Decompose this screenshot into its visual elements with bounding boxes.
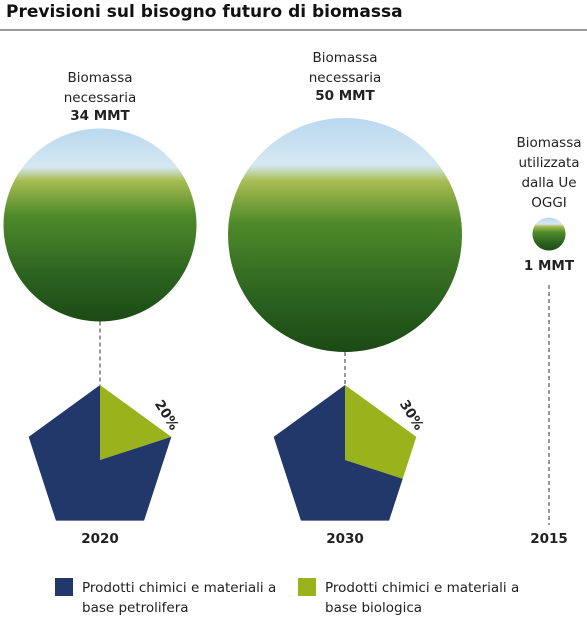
amount: 1 MMT [523,258,575,274]
legend-label: Prodotti chimici e materiali a base biol… [325,580,520,616]
legend-swatch [298,578,316,596]
caption: Biomassa necessaria [308,50,382,86]
pie-slice [28,385,172,521]
title: Previsioni sul bisogno futuro di biomass… [6,2,403,22]
caption: Biomassa utilizzata dalla Ue OGGI [516,135,582,211]
year-label: 2030 [326,531,364,547]
biomass-circle [228,118,462,352]
year-label: 2015 [530,531,568,547]
year-label: 2020 [81,531,119,547]
pie-slice [273,385,417,521]
legend-swatch [55,578,73,596]
biomass-circle [532,217,566,251]
biomass-circle [3,128,197,322]
legend-label: Prodotti chimici e materiali a base petr… [82,580,277,616]
amount: 50 MMT [315,88,375,104]
pie-slice [345,385,417,521]
caption: Biomassa necessaria [63,70,137,106]
amount: 34 MMT [70,108,130,124]
